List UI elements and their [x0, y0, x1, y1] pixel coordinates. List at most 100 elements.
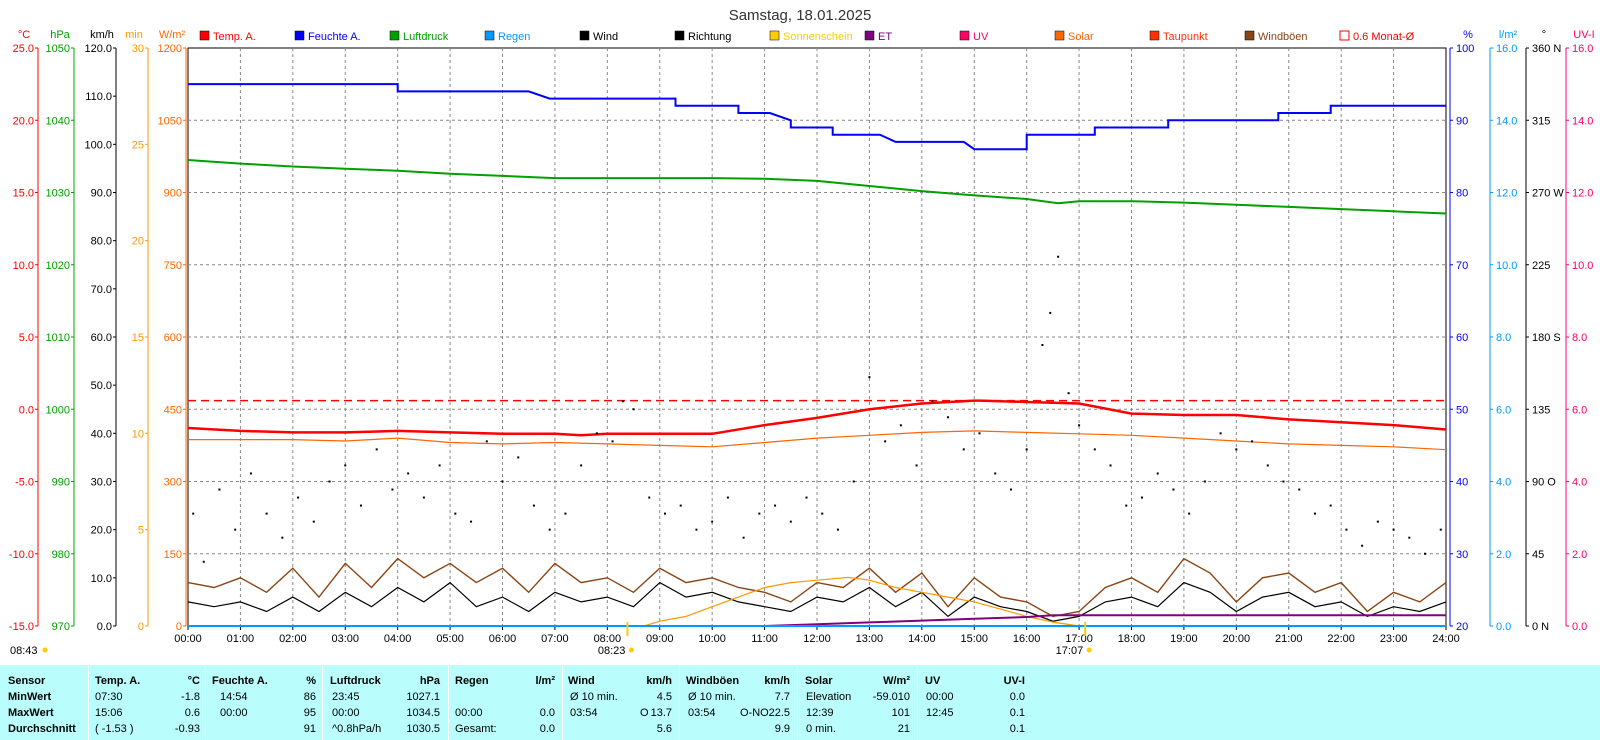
- solar-value: 101: [891, 707, 910, 719]
- temp-value: 0.6: [184, 707, 200, 719]
- direction-point: [1093, 448, 1096, 451]
- feuchte-value: 95: [303, 707, 316, 719]
- y-tick-label: 0: [176, 621, 182, 633]
- feuchte-value: 86: [303, 691, 316, 703]
- solar-time: 0 min.: [806, 723, 836, 735]
- y-tick-label: 20: [132, 236, 144, 248]
- x-tick-label: 18:00: [1118, 633, 1146, 645]
- direction-point: [1329, 504, 1332, 507]
- header-boeen-unit: km/h: [764, 675, 790, 687]
- sunshine-duration-label: 08:43: [10, 645, 38, 657]
- table-divider: [448, 665, 449, 740]
- direction-point: [454, 512, 457, 515]
- direction-point: [947, 416, 950, 419]
- wind-time: Ø 10 min.: [570, 691, 618, 703]
- direction-point: [711, 520, 714, 523]
- y-tick-label: 16.0: [1496, 43, 1517, 55]
- direction-point: [532, 504, 535, 507]
- boeen-direction: O-NO: [740, 707, 769, 719]
- y-axis-unit: %: [1463, 29, 1473, 41]
- feuchte-value: 91: [303, 723, 316, 735]
- x-tick-label: 11:00: [751, 633, 778, 645]
- direction-point: [899, 424, 902, 427]
- temp-time: 07:30: [95, 691, 123, 703]
- direction-point: [868, 376, 871, 379]
- y-tick-label: 15: [132, 332, 144, 344]
- stats-table: Sensor Temp. A. °C Feuchte A.% Luftdruck hPa R…: [0, 665, 1600, 740]
- direction-point: [202, 560, 205, 563]
- direction-point: [407, 472, 410, 475]
- x-tick-label: 01:00: [227, 633, 255, 645]
- direction-point: [328, 480, 331, 483]
- x-tick-label: 15:00: [960, 633, 988, 645]
- series-line-solar: [188, 576, 1446, 627]
- legend-label: Regen: [498, 31, 530, 43]
- y-tick-label: 120.0: [84, 43, 112, 55]
- y-tick-label: 5: [138, 525, 144, 537]
- x-tick-label: 08:00: [594, 633, 622, 645]
- legend-swatch: [294, 30, 305, 41]
- y-tick-label: 100.0: [84, 139, 112, 151]
- header-feuchte: Feuchte A.: [212, 675, 268, 687]
- y-tick-label: 6.0: [1496, 404, 1511, 416]
- x-tick-label: 09:00: [646, 633, 674, 645]
- y-tick-label: 10.0: [91, 573, 112, 585]
- y-tick-label: 0 N: [1532, 621, 1549, 633]
- table-divider: [917, 665, 918, 740]
- y-tick-label: 1050: [46, 43, 70, 55]
- direction-point: [281, 536, 284, 539]
- solar-value: -59.010: [872, 691, 910, 703]
- direction-point: [422, 496, 425, 499]
- y-tick-label: 315: [1532, 115, 1550, 127]
- temp-time: ( -1.53 ): [95, 723, 134, 735]
- direction-point: [994, 472, 997, 475]
- x-tick-label: 03:00: [331, 633, 359, 645]
- direction-point: [663, 512, 666, 515]
- y-tick-label: 1020: [46, 260, 70, 272]
- direction-point: [344, 464, 347, 467]
- legend-label: ET: [878, 31, 892, 43]
- direction-point: [359, 504, 362, 507]
- y-tick-label: 80: [1456, 188, 1468, 200]
- direction-point: [648, 496, 651, 499]
- x-tick-label: 06:00: [489, 633, 517, 645]
- temp-value: -0.93: [174, 723, 200, 735]
- row-label: MaxWert: [8, 707, 54, 719]
- y-axis-unit: min: [125, 29, 143, 41]
- direction-point: [438, 464, 441, 467]
- y-tick-label: 12.0: [1572, 188, 1593, 200]
- y-tick-label: 900: [164, 188, 182, 200]
- solar-value: 21: [897, 723, 910, 735]
- y-tick-label: 4.0: [1572, 477, 1587, 489]
- y-tick-label: 25: [132, 139, 144, 151]
- x-tick-label: 23:00: [1380, 633, 1408, 645]
- header-wind: Wind: [568, 675, 595, 687]
- y-tick-label: 20: [1456, 621, 1468, 633]
- series-line-windb-en: [187, 557, 1447, 618]
- x-tick-label: 07:00: [541, 633, 569, 645]
- direction-point: [265, 512, 268, 515]
- wind-direction: O: [640, 707, 649, 719]
- direction-point: [774, 504, 777, 507]
- luftdruck-value: 1027.1: [406, 691, 440, 703]
- temp-value: -1.8: [181, 691, 200, 703]
- y-tick-label: -15.0: [9, 621, 34, 633]
- legend-label: Temp. A.: [213, 31, 256, 43]
- y-tick-label: 10.0: [1572, 260, 1593, 272]
- series-line-wind: [187, 581, 1447, 622]
- y-tick-label: 1050: [158, 115, 182, 127]
- x-tick-label: 04:00: [384, 633, 412, 645]
- header-uv-unit: UV-I: [1003, 675, 1025, 687]
- legend-label: Richtung: [688, 31, 731, 43]
- luftdruck-value: 1034.5: [406, 707, 440, 719]
- direction-point: [218, 488, 221, 491]
- uv-time: 00:00: [926, 691, 954, 703]
- uv-value: 0.0: [1009, 691, 1025, 703]
- header-temp-unit: °C: [187, 675, 200, 687]
- x-tick-label: 16:00: [1013, 633, 1041, 645]
- y-tick-label: 12.0: [1496, 188, 1517, 200]
- y-tick-label: 14.0: [1572, 115, 1593, 127]
- table-divider: [562, 665, 563, 740]
- sunset-label: 17:07: [1056, 645, 1084, 657]
- y-tick-label: 10: [132, 428, 144, 440]
